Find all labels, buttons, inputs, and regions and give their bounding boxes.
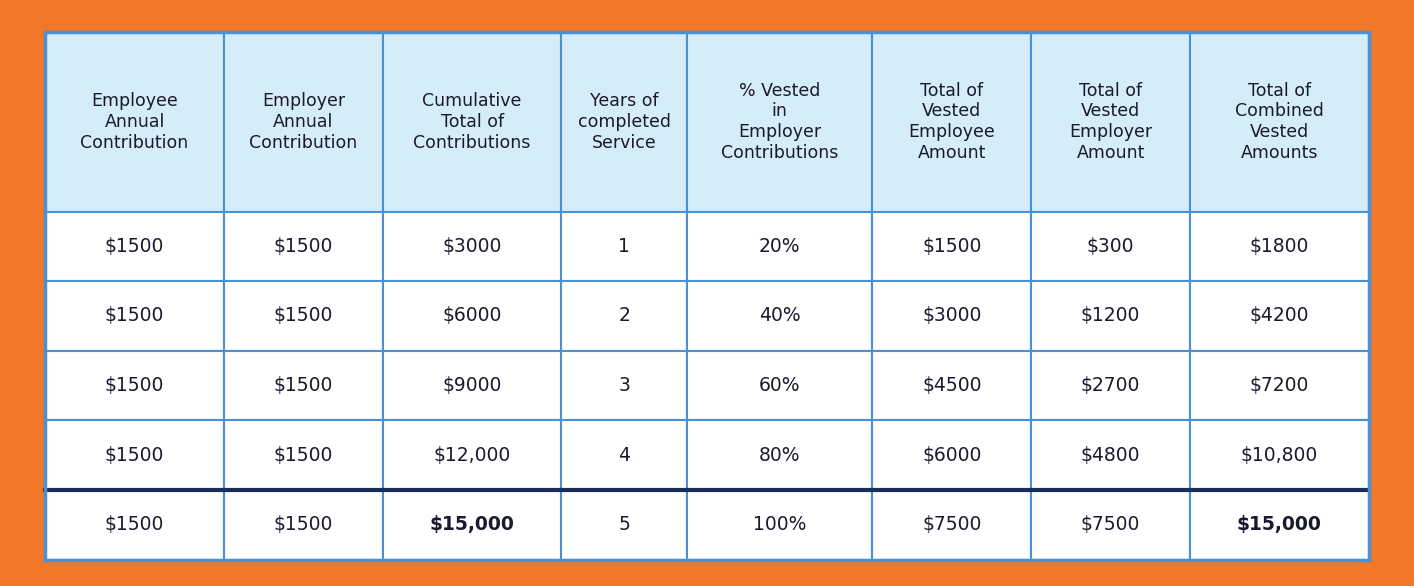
Bar: [561, 212, 687, 281]
Text: $6000: $6000: [443, 306, 502, 325]
Text: Total of
Vested
Employee
Amount: Total of Vested Employee Amount: [908, 81, 995, 162]
Text: Employer
Annual
Contribution: Employer Annual Contribution: [249, 92, 358, 152]
Bar: [1031, 490, 1191, 560]
Text: $1500: $1500: [274, 515, 334, 534]
Text: $1500: $1500: [105, 306, 164, 325]
Bar: [1191, 212, 1369, 281]
Bar: [1191, 281, 1369, 351]
Text: $7500: $7500: [1080, 515, 1140, 534]
Bar: [383, 490, 561, 560]
Text: 1: 1: [618, 237, 631, 256]
Bar: [223, 490, 383, 560]
Bar: [45, 420, 223, 490]
Text: $3000: $3000: [922, 306, 981, 325]
Text: $4800: $4800: [1080, 446, 1141, 465]
Bar: [1031, 351, 1191, 420]
Text: $2700: $2700: [1080, 376, 1140, 395]
Bar: [687, 281, 872, 351]
Text: % Vested
in
Employer
Contributions: % Vested in Employer Contributions: [721, 81, 839, 162]
Text: $1500: $1500: [274, 306, 334, 325]
Bar: [45, 32, 223, 212]
Bar: [561, 351, 687, 420]
Text: 4: 4: [618, 446, 631, 465]
Text: $9000: $9000: [443, 376, 502, 395]
Bar: [223, 212, 383, 281]
Bar: [1031, 212, 1191, 281]
Bar: [872, 490, 1031, 560]
Text: $1800: $1800: [1250, 237, 1309, 256]
Text: $1500: $1500: [274, 446, 334, 465]
Bar: [223, 351, 383, 420]
Text: Cumulative
Total of
Contributions: Cumulative Total of Contributions: [413, 92, 530, 152]
Text: 5: 5: [618, 515, 631, 534]
Bar: [872, 32, 1031, 212]
Bar: [561, 490, 687, 560]
Text: Employee
Annual
Contribution: Employee Annual Contribution: [81, 92, 188, 152]
Text: 40%: 40%: [759, 306, 800, 325]
Bar: [45, 490, 223, 560]
Bar: [687, 212, 872, 281]
Bar: [45, 281, 223, 351]
Text: $1500: $1500: [274, 237, 334, 256]
Text: $1500: $1500: [105, 446, 164, 465]
Text: $1500: $1500: [105, 237, 164, 256]
Bar: [687, 490, 872, 560]
Bar: [561, 281, 687, 351]
Bar: [687, 420, 872, 490]
Text: $1500: $1500: [922, 237, 981, 256]
Text: 100%: 100%: [754, 515, 806, 534]
Bar: [223, 32, 383, 212]
Bar: [872, 351, 1031, 420]
Bar: [383, 420, 561, 490]
Text: $12,000: $12,000: [434, 446, 510, 465]
Text: $6000: $6000: [922, 446, 981, 465]
Text: Total of
Combined
Vested
Amounts: Total of Combined Vested Amounts: [1234, 81, 1324, 162]
Text: $1200: $1200: [1080, 306, 1140, 325]
Text: $1500: $1500: [105, 515, 164, 534]
Bar: [223, 420, 383, 490]
Bar: [561, 420, 687, 490]
Text: $1500: $1500: [274, 376, 334, 395]
Text: Years of
completed
Service: Years of completed Service: [578, 92, 670, 152]
Text: $3000: $3000: [443, 237, 502, 256]
Bar: [383, 351, 561, 420]
Text: 20%: 20%: [759, 237, 800, 256]
Bar: [1191, 351, 1369, 420]
Bar: [1191, 490, 1369, 560]
Text: $7200: $7200: [1250, 376, 1309, 395]
Text: 2: 2: [618, 306, 631, 325]
Text: $7500: $7500: [922, 515, 981, 534]
Bar: [383, 281, 561, 351]
Bar: [1191, 420, 1369, 490]
Bar: [872, 281, 1031, 351]
Bar: [561, 32, 687, 212]
Bar: [45, 351, 223, 420]
Bar: [1031, 32, 1191, 212]
Text: 60%: 60%: [759, 376, 800, 395]
Text: $15,000: $15,000: [1237, 515, 1322, 534]
Bar: [1191, 32, 1369, 212]
Bar: [383, 32, 561, 212]
Text: $4200: $4200: [1250, 306, 1309, 325]
Text: 80%: 80%: [759, 446, 800, 465]
Bar: [45, 212, 223, 281]
Text: Total of
Vested
Employer
Amount: Total of Vested Employer Amount: [1069, 81, 1152, 162]
Bar: [1031, 420, 1191, 490]
Bar: [383, 212, 561, 281]
Bar: [872, 212, 1031, 281]
Text: $1500: $1500: [105, 376, 164, 395]
Bar: [1031, 281, 1191, 351]
Bar: [872, 420, 1031, 490]
Text: $10,800: $10,800: [1241, 446, 1318, 465]
Bar: [223, 281, 383, 351]
Bar: [687, 32, 872, 212]
Text: $4500: $4500: [922, 376, 981, 395]
Text: $300: $300: [1087, 237, 1134, 256]
Text: $15,000: $15,000: [430, 515, 515, 534]
Text: 3: 3: [618, 376, 631, 395]
Bar: [687, 351, 872, 420]
